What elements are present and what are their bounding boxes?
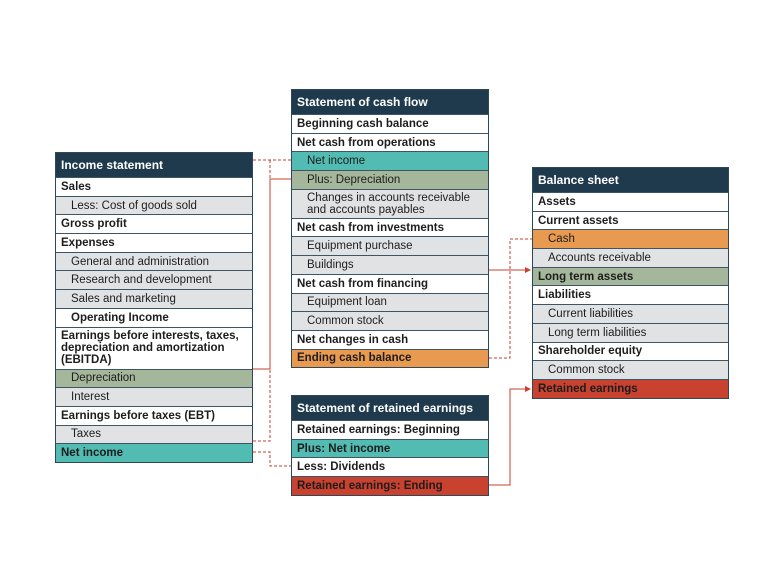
connector [253,160,271,442]
table-row: Beginning cash balance [292,114,488,133]
table-row: Sales and marketing [56,289,252,308]
table-title: Income statement [56,153,252,177]
table-row: Less: Dividends [292,457,488,477]
table-row: Net income [292,151,488,171]
table-row: Current liabilities [533,304,728,323]
statement-table: Statement of retained earnings Retained e… [291,395,489,496]
table-row: Less: Cost of goods sold [56,195,252,215]
table-row: Retained earnings [533,378,728,398]
table-row: Net cash from operations [292,132,488,152]
table-row: Plus: Net income [292,438,488,458]
table-row: Retained earnings: Beginning [292,420,488,439]
statement-table: Income statement Sales Less: Cost of goods… [55,152,253,463]
statement-table: Statement of cash flow Beginning cash bal… [291,89,489,369]
table-title: Balance sheet [533,168,728,192]
table-row: General and administration [56,251,252,271]
table-row: Shareholder equity [533,341,728,361]
table-row: Long term assets [533,266,728,286]
connector [253,178,291,370]
table-row: Interest [56,387,252,406]
table-row: Research and development [56,270,252,290]
table-row: Accounts receivable [533,248,728,267]
connector [253,451,291,467]
table-row: Plus: Depreciation [292,170,488,189]
table-row: Cash [533,229,728,249]
table-row: Assets [533,192,728,211]
table-row: Equipment purchase [292,236,488,256]
table-row: Current assets [533,210,728,230]
table-row: Taxes [56,424,252,444]
table-row: Operating Income [56,307,252,327]
table-row: Long term liabilities [533,322,728,342]
table-row: Equipment loan [292,292,488,312]
table-row: Buildings [292,255,488,274]
table-row: Ending cash balance [292,348,488,368]
table-row: Earnings before taxes (EBT) [56,405,252,425]
table-row: Net income [56,443,252,462]
table-title: Statement of cash flow [292,90,488,114]
table-title: Statement of retained earnings [292,396,488,420]
table-row: Net changes in cash [292,329,488,349]
table-row: Net cash from investments [292,217,488,237]
connector [489,386,531,486]
table-row: Common stock [533,360,728,379]
table-row: Retained earnings: Ending [292,476,488,495]
table-row: Expenses [56,233,252,252]
table-row: Liabilities [533,285,728,305]
table-row: Net cash from financing [292,273,488,293]
statement-table: Balance sheet Assets Current assets Cash Acc… [532,167,729,399]
table-row: Sales [56,177,252,196]
connector [489,238,532,359]
table-row: Gross profit [56,214,252,234]
table-row: Changes in accounts receivable and accou… [292,188,488,218]
table-row: Common stock [292,311,488,330]
table-row: Depreciation [56,368,252,388]
table-row: Earnings before interests, taxes, deprec… [56,326,252,369]
